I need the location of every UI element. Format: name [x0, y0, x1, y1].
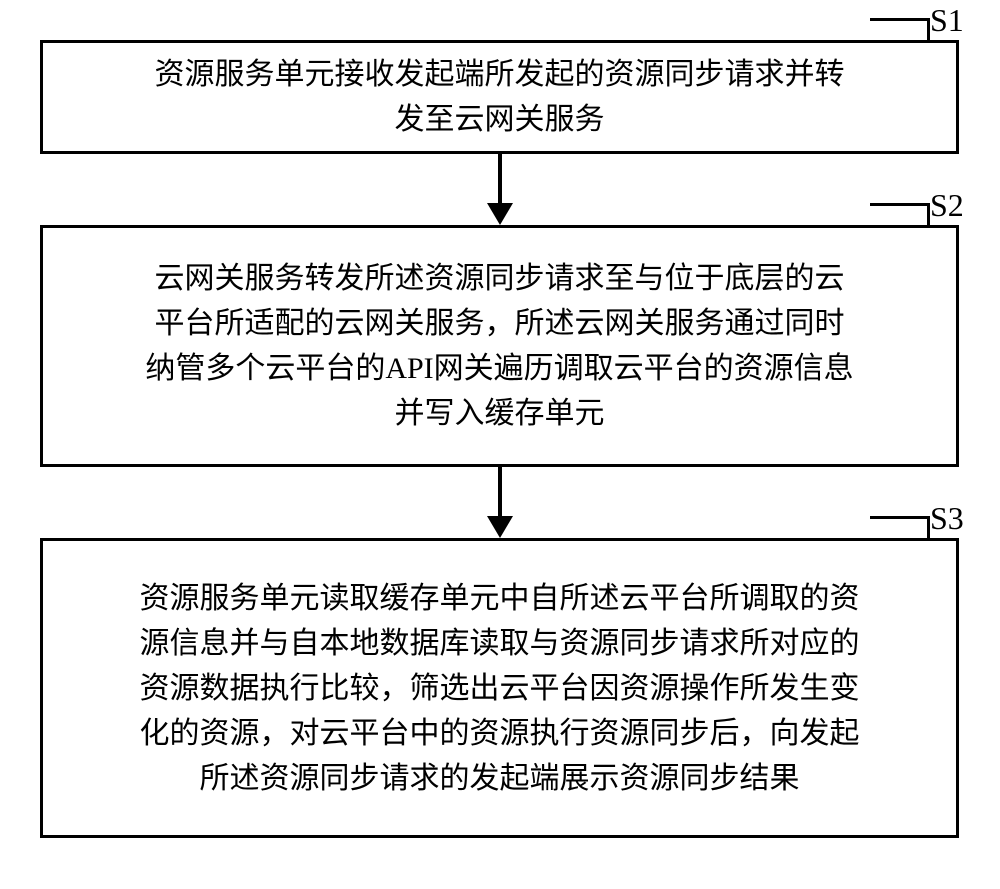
process-box-s2: 云网关服务转发所述资源同步请求至与位于底层的云 平台所适配的云网关服务，所述云网…: [40, 225, 959, 467]
step-label-s2: S2: [930, 187, 964, 224]
leader-s2: [870, 203, 930, 226]
process-text-s1: 资源服务单元接收发起端所发起的资源同步请求并转 发至云网关服务: [155, 52, 845, 142]
process-text-s3: 资源服务单元读取缓存单元中自所述云平台所调取的资 源信息并与自本地数据库读取与资…: [140, 576, 860, 801]
process-box-s3: 资源服务单元读取缓存单元中自所述云平台所调取的资 源信息并与自本地数据库读取与资…: [40, 538, 959, 838]
leader-s1: [870, 18, 930, 41]
process-text-s2: 云网关服务转发所述资源同步请求至与位于底层的云 平台所适配的云网关服务，所述云网…: [145, 256, 853, 436]
arrow-1-line: [498, 154, 502, 206]
process-box-s1: 资源服务单元接收发起端所发起的资源同步请求并转 发至云网关服务: [40, 40, 959, 154]
flowchart-canvas: S1 资源服务单元接收发起端所发起的资源同步请求并转 发至云网关服务 S2 云网…: [0, 0, 1000, 889]
leader-s3: [870, 516, 930, 539]
step-label-s3: S3: [930, 500, 964, 537]
arrow-2-head: [487, 516, 513, 538]
arrow-1-head: [487, 203, 513, 225]
arrow-2-line: [498, 467, 502, 519]
step-label-s1: S1: [930, 2, 964, 39]
